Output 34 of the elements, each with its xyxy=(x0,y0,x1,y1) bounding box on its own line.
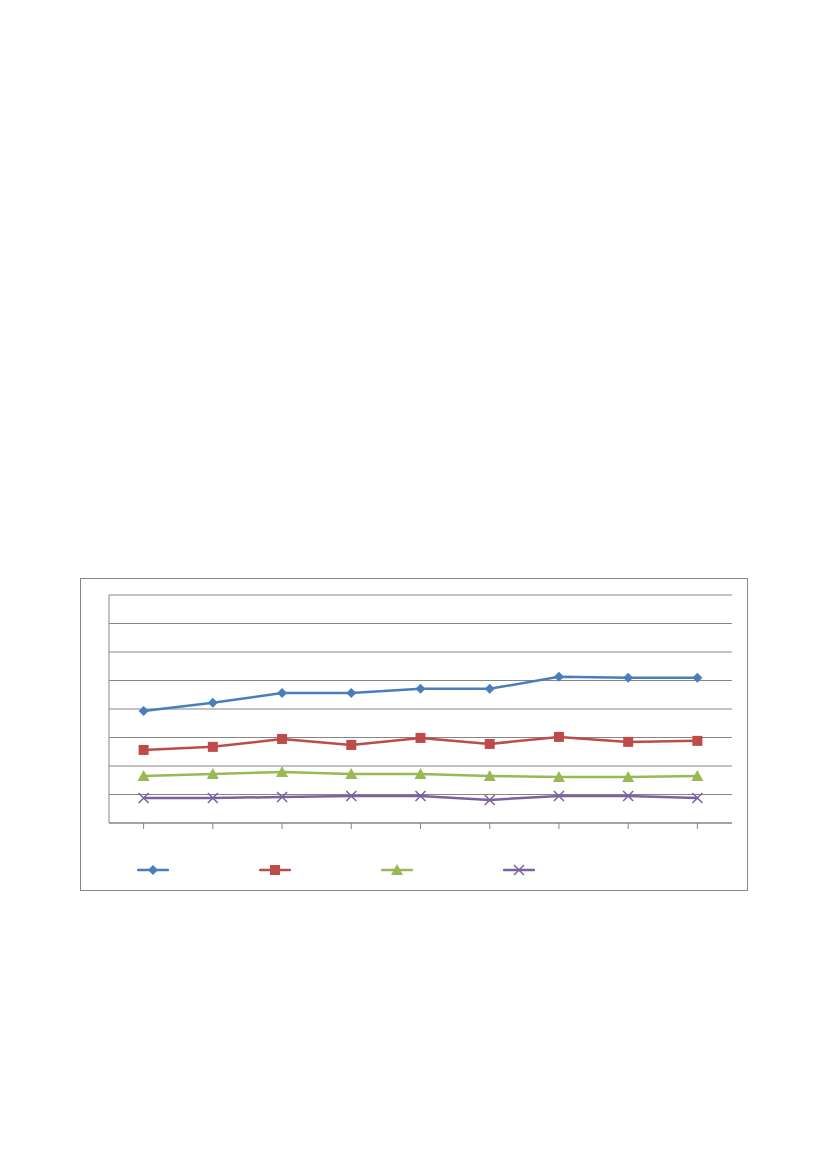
point xyxy=(623,672,634,683)
point xyxy=(622,790,634,802)
point xyxy=(207,697,218,708)
point xyxy=(415,732,426,743)
point xyxy=(345,767,358,779)
point xyxy=(553,731,564,742)
point xyxy=(692,672,703,683)
point xyxy=(692,735,703,746)
point xyxy=(622,770,635,782)
point xyxy=(553,790,565,802)
point xyxy=(484,738,495,749)
point xyxy=(415,683,426,694)
point xyxy=(691,792,704,804)
point xyxy=(206,767,219,779)
point xyxy=(346,739,357,750)
point xyxy=(623,736,634,747)
point xyxy=(414,790,427,802)
point xyxy=(552,770,565,782)
point xyxy=(483,794,496,806)
point xyxy=(207,792,219,804)
point xyxy=(137,769,150,781)
point xyxy=(277,733,288,744)
point xyxy=(207,741,218,752)
point xyxy=(276,791,288,803)
point xyxy=(691,769,704,781)
point xyxy=(137,792,150,804)
point xyxy=(484,683,495,694)
point xyxy=(414,767,427,779)
point xyxy=(138,744,149,755)
point xyxy=(138,705,149,716)
point xyxy=(276,765,289,777)
point xyxy=(483,769,496,781)
point xyxy=(553,671,564,682)
point xyxy=(345,790,358,802)
